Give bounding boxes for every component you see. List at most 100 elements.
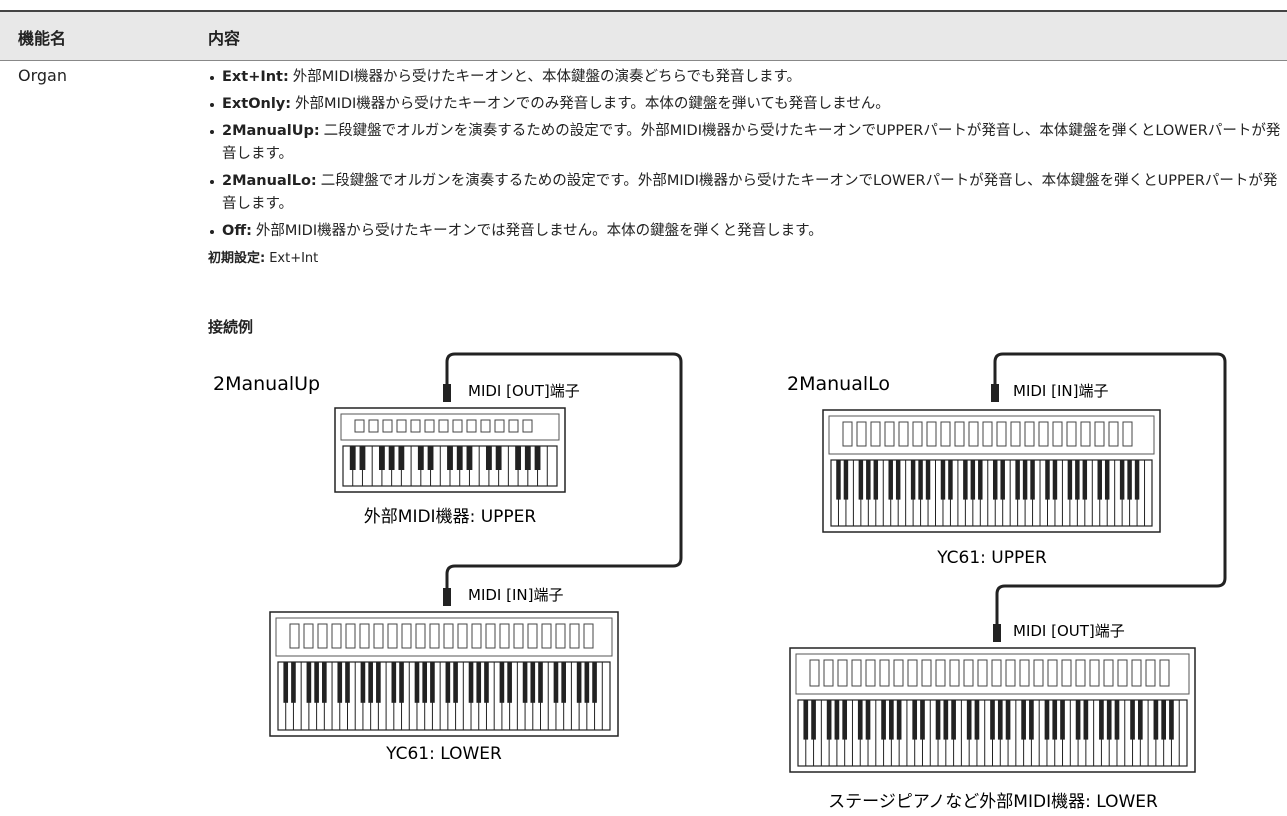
- black-key: [1030, 460, 1035, 500]
- black-key: [1114, 700, 1120, 740]
- black-key: [453, 662, 458, 703]
- device-label: YC61: UPPER: [936, 548, 1047, 568]
- item: Ext+Int: 外部MIDI機器から受けたキーオンと、本体鍵盤の演奏どちらでも発…: [208, 66, 1283, 89]
- black-key: [895, 460, 901, 500]
- black-key: [456, 446, 463, 470]
- black-key: [306, 662, 312, 703]
- black-key: [447, 446, 453, 470]
- black-key: [359, 446, 366, 470]
- keys: [830, 459, 1153, 527]
- black-key: [530, 662, 536, 703]
- black-key: [584, 662, 590, 703]
- black-key: [495, 446, 502, 470]
- black-key: [368, 662, 373, 703]
- control: [452, 419, 463, 433]
- black-key: [910, 460, 916, 500]
- black-key: [1082, 460, 1088, 500]
- control: [522, 419, 533, 433]
- control: [480, 419, 491, 433]
- item-label: ExtOnly:: [222, 96, 292, 112]
- control: [823, 659, 834, 687]
- control: [303, 623, 314, 649]
- connectors: [443, 384, 1001, 642]
- black-key: [291, 662, 296, 703]
- control: [424, 419, 435, 433]
- black-key: [843, 460, 849, 500]
- control: [289, 623, 300, 649]
- black-key: [1083, 700, 1089, 740]
- item-text: 二段鍵盤でオルガンを演奏するための設定です。外部MIDI機器から受けたキーオンで…: [222, 123, 1281, 162]
- black-key: [1134, 460, 1140, 500]
- black-key: [1052, 700, 1058, 740]
- item-label: 2ManualLo:: [222, 173, 317, 189]
- black-key: [445, 662, 451, 703]
- black-key: [1137, 700, 1143, 740]
- item-text: 二段鍵盤でオルガンを演奏するための設定です。外部MIDI機器から受けたキーオンで…: [222, 173, 1278, 212]
- control: [926, 421, 937, 447]
- black-key: [997, 700, 1003, 740]
- black-key: [414, 662, 420, 703]
- port-label: MIDI [OUT]端子: [1013, 622, 1125, 640]
- black-key: [1153, 700, 1159, 740]
- control: [494, 419, 505, 433]
- item-label: Ext+Int:: [222, 69, 289, 85]
- control: [949, 659, 960, 687]
- control: [837, 659, 848, 687]
- item: Off: 外部MIDI機器から受けたキーオンでは発音しません。本体の鍵盤を弾くと発…: [208, 220, 1283, 243]
- black-key: [538, 662, 543, 703]
- black-key: [811, 700, 816, 740]
- control: [1089, 659, 1100, 687]
- control: [466, 419, 477, 433]
- control: [438, 419, 449, 433]
- black-key: [1161, 700, 1166, 740]
- control: [508, 419, 519, 433]
- black-key: [391, 662, 397, 703]
- black-key: [515, 446, 522, 470]
- default-value: Ext+Int: [269, 251, 319, 266]
- black-key: [857, 700, 863, 740]
- control: [359, 623, 370, 649]
- control: [968, 421, 979, 447]
- port-label: MIDI [OUT]端子: [468, 382, 580, 400]
- keys: [277, 661, 611, 731]
- port-label: MIDI [IN]端子: [1013, 382, 1108, 400]
- black-key: [963, 460, 968, 500]
- black-key: [376, 662, 381, 703]
- control: [415, 623, 426, 649]
- function-name: Organ: [18, 66, 67, 85]
- device-label: ステージピアノなど外部MIDI機器: LOWER: [828, 792, 1158, 812]
- item-label: 2ManualUp:: [222, 123, 320, 139]
- black-key: [896, 700, 902, 740]
- control: [1122, 421, 1133, 447]
- black-key: [858, 460, 864, 500]
- control: [1066, 421, 1077, 447]
- control: [569, 623, 580, 649]
- black-key: [1075, 700, 1081, 740]
- item-text: 外部MIDI機器から受けたキーオンでは発音しません。本体の鍵盤を弾くと発音します…: [255, 223, 823, 239]
- cable: [993, 352, 1227, 628]
- black-key: [1015, 460, 1020, 500]
- control: [954, 421, 965, 447]
- control: [354, 419, 365, 433]
- black-key: [534, 446, 541, 470]
- black-key: [314, 662, 319, 703]
- control: [856, 421, 867, 447]
- item-text: 外部MIDI機器から受けたキーオンと、本体鍵盤の演奏どちらでも発音します。: [292, 69, 802, 85]
- control: [912, 421, 923, 447]
- black-key: [992, 460, 998, 500]
- control: [977, 659, 988, 687]
- black-key: [322, 662, 327, 703]
- control: [870, 421, 881, 447]
- black-key: [476, 662, 482, 703]
- port-label: MIDI [IN]端子: [468, 586, 563, 604]
- black-key: [1097, 460, 1102, 500]
- black-key: [1021, 700, 1026, 740]
- black-key: [1130, 700, 1135, 740]
- black-key: [974, 700, 980, 740]
- control: [1075, 659, 1086, 687]
- black-key: [866, 460, 871, 500]
- black-key: [430, 662, 435, 703]
- control: [842, 421, 853, 447]
